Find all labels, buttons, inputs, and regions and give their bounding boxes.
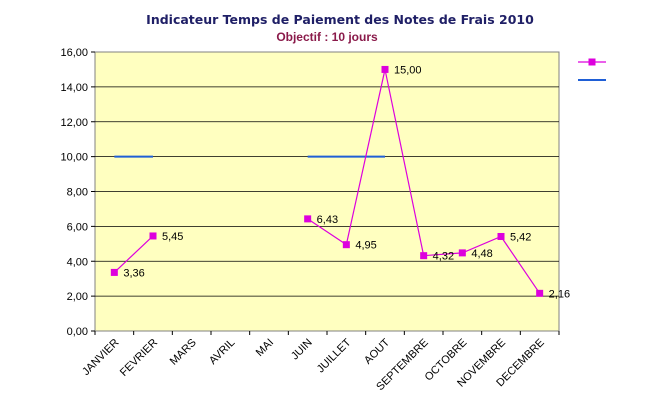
data-label: 5,42 bbox=[510, 231, 531, 243]
x-tick-label: JUILLET bbox=[315, 336, 354, 375]
y-tick-label: 2,00 bbox=[67, 291, 88, 303]
y-tick-label: 12,00 bbox=[60, 117, 88, 129]
x-tick-label: AOUT bbox=[362, 336, 392, 366]
y-tick-label: 8,00 bbox=[67, 187, 88, 199]
data-label: 5,45 bbox=[162, 231, 183, 243]
x-tick-label: MAI bbox=[254, 337, 276, 359]
x-tick-label: JANVIER bbox=[80, 337, 121, 378]
x-tick-label: MARS bbox=[168, 337, 199, 368]
data-label: 6,43 bbox=[317, 214, 338, 226]
data-label: 4,48 bbox=[471, 248, 492, 260]
data-label: 4,95 bbox=[355, 240, 376, 252]
x-tick-label: FEVRIER bbox=[118, 337, 160, 379]
y-tick-label: 10,00 bbox=[60, 152, 88, 164]
legend-actual-marker bbox=[588, 58, 596, 66]
actual-series-line bbox=[113, 235, 154, 273]
y-tick-label: 16,00 bbox=[60, 47, 88, 59]
data-label: 4,32 bbox=[433, 251, 454, 263]
chart-subtitle: Objectif : 10 jours bbox=[276, 30, 378, 44]
actual-point bbox=[497, 232, 505, 240]
actual-point bbox=[342, 241, 350, 249]
data-label: 15,00 bbox=[394, 64, 422, 76]
y-tick-label: 6,00 bbox=[67, 221, 88, 233]
data-label: 3,36 bbox=[123, 267, 144, 279]
data-label: 2,16 bbox=[549, 288, 570, 300]
y-tick-label: 14,00 bbox=[60, 82, 88, 94]
x-tick-label: AVRIL bbox=[207, 337, 237, 367]
actual-point bbox=[110, 268, 118, 276]
chart-title: Indicateur Temps de Paiement des Notes d… bbox=[146, 12, 534, 27]
actual-point bbox=[420, 252, 428, 260]
plot-area: 0,00 2,00 4,00 6,00 8,00 10,00 12,00 14,00 16,00… bbox=[60, 47, 570, 393]
x-tick-label: JUIN bbox=[289, 337, 315, 363]
y-tick-label: 4,00 bbox=[67, 256, 88, 268]
actual-point bbox=[149, 232, 157, 240]
y-tick-label: 0,00 bbox=[67, 326, 88, 338]
actual-point bbox=[304, 215, 312, 223]
legend bbox=[578, 58, 606, 81]
actual-point bbox=[536, 289, 544, 297]
actual-point bbox=[458, 249, 466, 257]
actual-point bbox=[381, 65, 389, 73]
